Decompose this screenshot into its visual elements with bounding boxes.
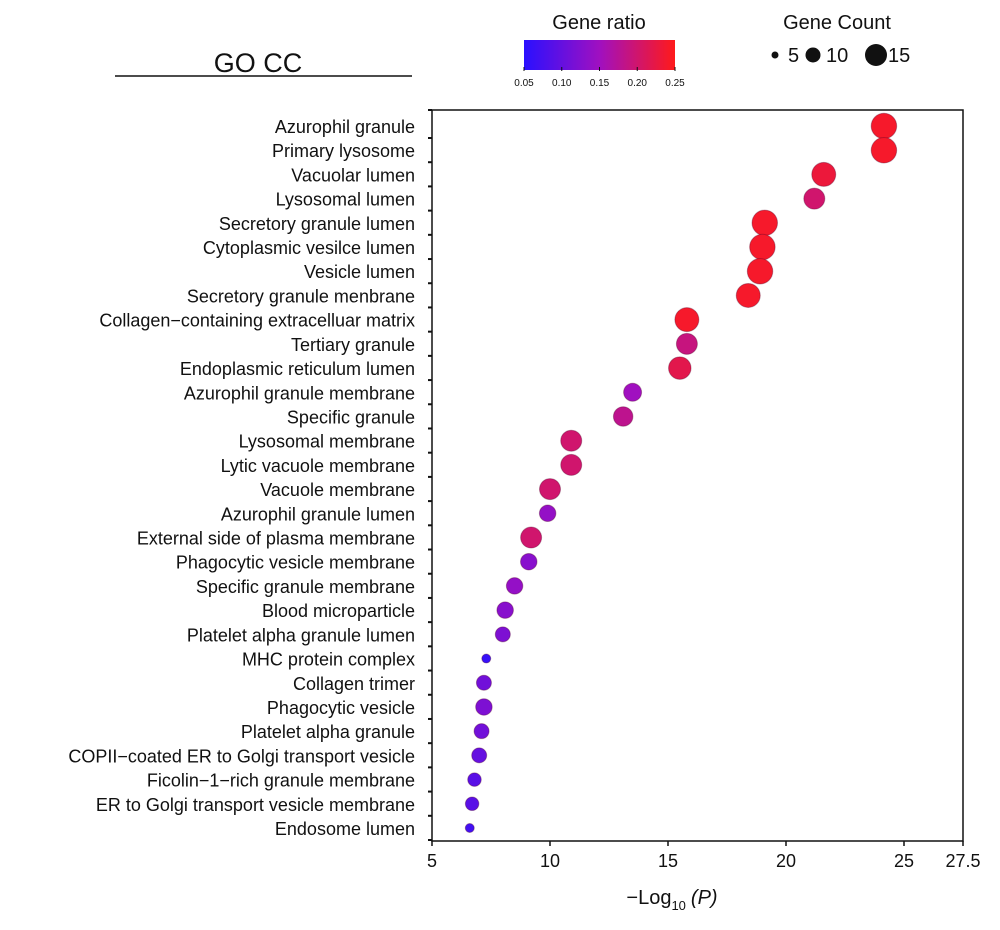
size-legend-dot (805, 47, 821, 63)
data-point (623, 382, 643, 402)
data-point (735, 282, 761, 308)
x-axis-label-prefix: −Log (626, 887, 671, 909)
y-tick-label: Vacuolar lumen (291, 165, 415, 185)
size-legend-title: Gene Count (783, 12, 891, 34)
y-tick-label: Azurophil granule lumen (221, 504, 415, 524)
chart-title: GO CC (214, 48, 303, 78)
data-point (538, 504, 557, 523)
x-tick-label: 25 (894, 851, 914, 871)
data-point (475, 674, 492, 691)
size-legend-dot (771, 51, 779, 59)
x-axis-label: −Log10 (P) (626, 887, 717, 913)
data-point (870, 136, 898, 164)
data-point (539, 478, 561, 501)
data-point (471, 747, 488, 764)
data-point (870, 112, 898, 140)
y-tick-label: Specific granule membrane (196, 577, 415, 597)
x-axis-label-suffix: (P) (691, 887, 718, 909)
data-point (746, 257, 774, 285)
data-point (751, 209, 779, 237)
data-point (520, 526, 543, 549)
y-tick-label: Endoplasmic reticulum lumen (180, 359, 415, 379)
y-tick-label: Tertiary granule (291, 335, 415, 355)
data-point (464, 796, 480, 812)
y-tick-label: Secretory granule menbrane (187, 286, 415, 306)
data-point (481, 653, 492, 664)
x-axis: 5 10 15 20 25 27.5 (427, 841, 981, 871)
size-legend-label: 15 (888, 45, 910, 67)
data-point (467, 772, 482, 787)
y-tick-label: Phagocytic vesicle membrane (176, 553, 415, 573)
data-point (668, 356, 692, 380)
y-tick-label: Lysosomal lumen (276, 190, 415, 210)
y-tick-label: Lysosomal membrane (239, 432, 415, 452)
x-tick-label: 20 (776, 851, 796, 871)
data-point (496, 601, 514, 619)
x-axis-label-sub: 10 (671, 898, 685, 913)
data-point (749, 233, 776, 261)
data-point (612, 406, 634, 427)
size-legend-dot (865, 44, 887, 66)
data-point (475, 698, 493, 716)
y-tick-label: Cytoplasmic vesilce lumen (203, 238, 415, 258)
y-tick-label: Platelet alpha granule lumen (187, 625, 415, 645)
y-tick-label: Azurophil granule membrane (184, 383, 415, 403)
data-point (674, 307, 700, 333)
y-tick-label: Phagocytic vesicle (267, 698, 415, 718)
y-tick-label: Secretory granule lumen (219, 214, 415, 234)
y-tick-label: Vacuole membrane (260, 480, 415, 500)
x-tick-label: 5 (427, 851, 437, 871)
color-legend-tick-label: 0.05 (514, 78, 534, 89)
y-tick-label: Primary lysosome (272, 141, 415, 161)
color-legend-bar (524, 40, 675, 70)
data-point (494, 626, 511, 643)
color-legend-tick-label: 0.15 (590, 78, 610, 89)
data-point (560, 429, 583, 452)
y-tick-label: Specific granule (287, 407, 415, 427)
data-point (811, 161, 837, 187)
x-tick-label: 15 (658, 851, 678, 871)
y-tick-label: Blood microparticle (262, 601, 415, 621)
data-point (520, 552, 538, 571)
data-point (464, 823, 475, 833)
data-points (464, 112, 898, 833)
y-tick-label: External side of plasma membrane (137, 529, 415, 549)
y-tick-label: Platelet alpha granule (241, 722, 415, 742)
x-tick-label: 10 (540, 851, 560, 871)
x-tick-label: 27.5 (945, 851, 980, 871)
color-legend-tick-label: 0.20 (628, 78, 648, 89)
y-axis: Azurophil granule Primary lysosome Vacuola… (68, 109, 432, 841)
plot-frame (431, 109, 964, 842)
data-point (560, 453, 583, 476)
color-legend-title: Gene ratio (552, 12, 645, 34)
data-point (505, 577, 524, 595)
y-tick-label: Collagen−containing extracelluar matrix (99, 311, 415, 331)
y-tick-label: Collagen trimer (293, 674, 415, 694)
size-legend-label: 10 (826, 45, 848, 67)
y-tick-label: Endosome lumen (275, 819, 415, 839)
y-tick-label: Vesicle lumen (304, 262, 415, 282)
data-point (675, 332, 698, 355)
size-legend-label: 5 (788, 45, 799, 67)
data-point (803, 187, 826, 210)
y-tick-label: Ficolin−1−rich granule membrane (147, 771, 415, 791)
y-tick-label: COPII−coated ER to Golgi transport vesic… (68, 746, 415, 766)
y-tick-label: Lytic vacuole membrane (221, 456, 415, 476)
data-point (473, 723, 490, 740)
y-tick-label: ER to Golgi transport vesicle membrane (96, 795, 415, 815)
y-tick-label: Azurophil granule (275, 117, 415, 137)
color-legend-tick-label: 0.10 (552, 78, 572, 89)
color-legend: Gene ratio 0.05 0.10 0.15 0.20 0.25 (514, 12, 685, 89)
color-legend-tick-label: 0.25 (665, 78, 685, 89)
size-legend: Gene Count 5 10 15 (771, 12, 910, 67)
y-tick-label: MHC protein complex (242, 650, 415, 670)
